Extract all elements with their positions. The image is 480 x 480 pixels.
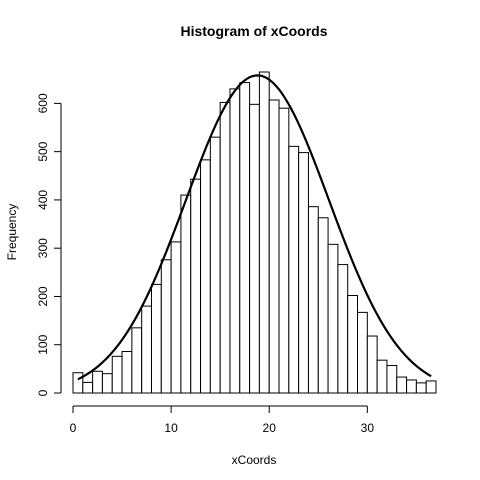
histogram-bar	[72, 372, 84, 394]
histogram-bar	[200, 159, 211, 394]
histogram-bar	[131, 327, 143, 394]
histogram-bar	[268, 99, 280, 394]
x-axis-label: xCoords	[232, 453, 277, 467]
histogram-bar	[288, 145, 300, 394]
chart-title: Histogram of xCoords	[180, 23, 327, 39]
histogram-bar	[101, 373, 113, 394]
x-tick-label: 30	[361, 421, 375, 435]
histogram-bar	[141, 305, 152, 394]
y-tick-label: 200	[36, 286, 50, 306]
histogram-bar	[160, 259, 172, 394]
histogram-bar	[121, 350, 133, 394]
histogram-bar	[307, 206, 319, 394]
histogram-bar	[258, 71, 270, 394]
histogram-bar	[209, 136, 221, 394]
histogram-bar	[190, 178, 202, 394]
density-curve-layer	[77, 74, 432, 381]
histogram-bar	[229, 88, 241, 394]
y-axis: 0 100 200 300 400 500 600	[36, 93, 62, 396]
histogram-bar	[327, 243, 339, 394]
histogram-bar	[347, 294, 359, 394]
histogram-bar	[425, 380, 437, 394]
histogram-bar	[298, 152, 309, 394]
y-tick-label: 300	[36, 238, 50, 258]
histogram-bar	[219, 101, 231, 394]
y-tick-label: 600	[36, 93, 50, 113]
x-tick-label: 0	[70, 421, 77, 435]
histogram-bar	[357, 311, 368, 394]
histogram-bar	[82, 381, 94, 394]
y-tick-label: 400	[36, 190, 50, 210]
histogram-bar	[415, 382, 427, 394]
histogram-bar	[111, 355, 123, 394]
histogram-bar	[180, 194, 192, 394]
histogram-bar	[386, 364, 398, 394]
histogram-bar	[376, 359, 388, 394]
histogram-bar	[150, 283, 162, 394]
histogram-bar	[92, 370, 103, 394]
y-tick-label: 0	[36, 389, 50, 396]
density-curve	[77, 74, 432, 381]
y-tick-label: 100	[36, 334, 50, 354]
histogram-bar	[406, 379, 417, 394]
histogram-bar	[396, 376, 408, 394]
x-tick-label: 10	[164, 421, 178, 435]
histogram-bar	[317, 217, 329, 394]
y-axis-label: Frequency	[5, 204, 19, 261]
histogram-bar	[239, 82, 251, 394]
y-tick-label: 500	[36, 141, 50, 161]
histogram-bar	[366, 335, 378, 394]
histogram-bar	[337, 264, 349, 394]
histogram-bars	[72, 71, 437, 394]
histogram-bar	[170, 241, 182, 394]
histogram-bar	[249, 103, 260, 394]
x-tick-label: 20	[263, 421, 277, 435]
x-axis: 0 10 20 30	[70, 405, 375, 435]
histogram-bar	[278, 107, 290, 394]
